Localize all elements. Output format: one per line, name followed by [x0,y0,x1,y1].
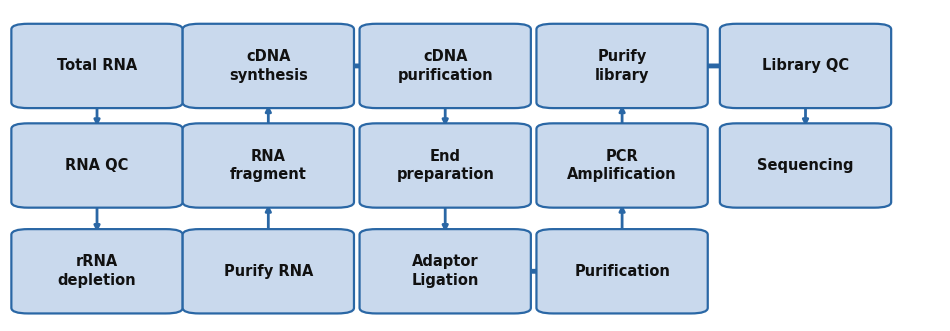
Text: Library QC: Library QC [762,59,849,73]
FancyBboxPatch shape [11,24,182,108]
FancyBboxPatch shape [359,229,531,313]
FancyBboxPatch shape [359,24,531,108]
Text: End
preparation: End preparation [396,149,494,182]
Text: PCR
Amplification: PCR Amplification [567,149,677,182]
FancyBboxPatch shape [182,229,354,313]
FancyBboxPatch shape [359,123,531,208]
FancyBboxPatch shape [720,24,891,108]
Text: Sequencing: Sequencing [757,158,854,173]
Text: RNA QC: RNA QC [66,158,128,173]
Text: cDNA
synthesis: cDNA synthesis [229,49,308,83]
Text: cDNA
purification: cDNA purification [397,49,493,83]
Text: Total RNA: Total RNA [57,59,137,73]
FancyBboxPatch shape [720,123,891,208]
Text: rRNA
depletion: rRNA depletion [58,255,137,288]
FancyBboxPatch shape [11,229,182,313]
FancyBboxPatch shape [11,123,182,208]
FancyBboxPatch shape [537,123,708,208]
FancyBboxPatch shape [537,229,708,313]
FancyBboxPatch shape [182,24,354,108]
Text: Purify
library: Purify library [595,49,649,83]
FancyBboxPatch shape [537,24,708,108]
FancyBboxPatch shape [182,123,354,208]
Text: Adaptor
Ligation: Adaptor Ligation [411,255,479,288]
Text: Purify RNA: Purify RNA [223,264,313,279]
Text: RNA
fragment: RNA fragment [230,149,307,182]
Text: Purification: Purification [574,264,670,279]
